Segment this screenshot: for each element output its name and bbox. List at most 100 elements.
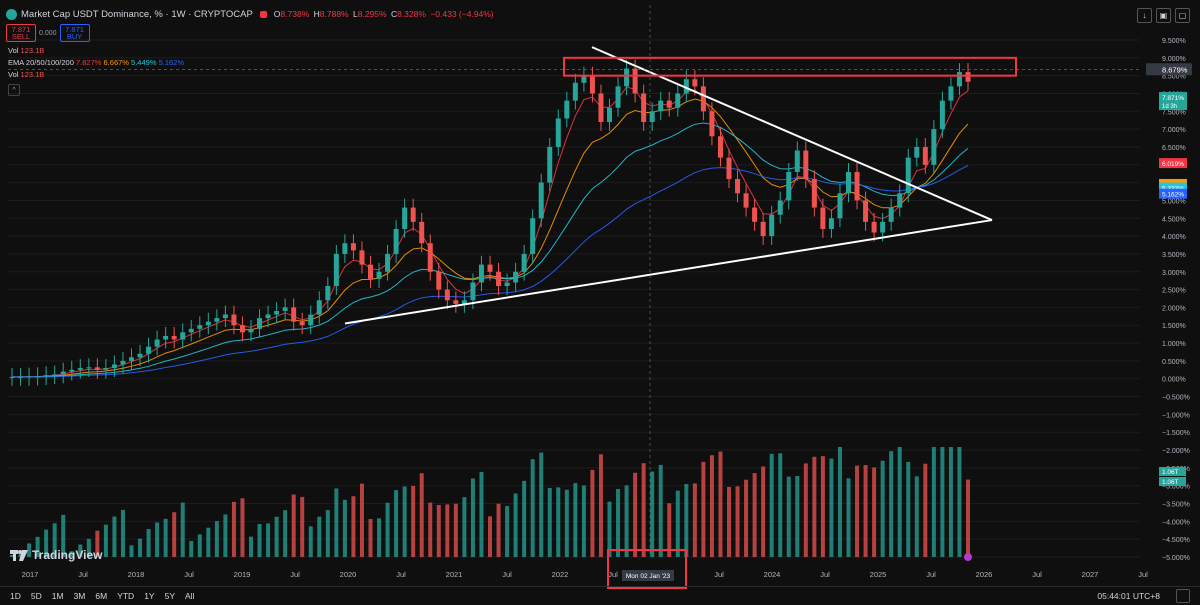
- more-icon[interactable]: ▢: [1175, 8, 1190, 23]
- time-tick: Jul: [608, 570, 618, 579]
- symbol-title[interactable]: Market Cap USDT Dominance, % · 1W · CRYP…: [21, 8, 253, 20]
- range-all[interactable]: All: [185, 591, 195, 601]
- candle: [692, 79, 698, 87]
- range-1y[interactable]: 1Y: [144, 591, 155, 601]
- event-lightning-icon: [964, 553, 972, 561]
- volume-bar: [667, 503, 672, 557]
- candle: [402, 207, 408, 229]
- candle: [555, 118, 561, 147]
- candle: [632, 68, 638, 94]
- crosshair-date-label: Mon 02 Jan '23: [626, 573, 671, 580]
- price-label-bg: [1159, 188, 1187, 199]
- candle: [316, 300, 322, 315]
- utc-clock[interactable]: 05:44:01 UTC+8: [1097, 591, 1160, 601]
- price-label-bg: [1159, 158, 1187, 169]
- price-tick: −4.000%: [1162, 519, 1190, 526]
- price-tick: −3.000%: [1162, 484, 1190, 491]
- legend-volume[interactable]: Vol 123.1B: [8, 46, 45, 55]
- collapse-legend-icon[interactable]: ^: [8, 84, 20, 96]
- candle: [214, 318, 220, 322]
- candle: [948, 86, 954, 101]
- volume-bar: [573, 483, 578, 557]
- volume-bar: [436, 505, 441, 557]
- volume-bar: [581, 485, 586, 557]
- time-tick: Jul: [502, 570, 512, 579]
- volume-label-bg: [1159, 477, 1186, 486]
- candle: [52, 374, 58, 376]
- time-tick: Jul: [396, 570, 406, 579]
- volume-bar: [445, 504, 450, 557]
- candle: [965, 72, 971, 82]
- range-5y[interactable]: 5Y: [164, 591, 175, 601]
- range-3m[interactable]: 3M: [73, 591, 86, 601]
- candle: [146, 346, 152, 354]
- candle: [931, 129, 937, 165]
- volume-bar: [914, 476, 919, 557]
- candle: [624, 68, 630, 87]
- volume-bar: [650, 471, 655, 557]
- volume-bar: [556, 487, 561, 557]
- candle: [905, 157, 911, 194]
- price-tick: 9.000%: [1162, 56, 1186, 63]
- ema-line: [12, 86, 969, 378]
- volume-bar: [957, 447, 962, 557]
- volume-bar: [231, 501, 236, 557]
- candle: [572, 82, 578, 101]
- volume-bar: [658, 464, 663, 557]
- candle: [154, 339, 160, 347]
- candle: [700, 86, 706, 112]
- range-6m[interactable]: 6M: [95, 591, 108, 601]
- candle: [163, 335, 169, 340]
- volume-bar: [359, 483, 364, 557]
- candle: [308, 314, 314, 326]
- time-tick: Jul: [290, 570, 300, 579]
- candle: [265, 314, 271, 319]
- time-tick: 2024: [764, 570, 781, 579]
- volume-bar: [223, 514, 228, 557]
- volume-bar: [428, 502, 433, 557]
- volume-bar: [317, 516, 322, 557]
- range-1d[interactable]: 1D: [10, 591, 21, 601]
- price-tick: 7.000%: [1162, 127, 1186, 134]
- volume-bar: [778, 453, 783, 557]
- candle: [726, 157, 732, 180]
- buy-button[interactable]: 7.871 BUY: [59, 24, 90, 42]
- volume-bars: [10, 447, 970, 557]
- candle: [811, 179, 817, 208]
- time-tick: Jul: [714, 570, 724, 579]
- volume-bar: [411, 485, 416, 557]
- volume-bar: [249, 536, 253, 557]
- candle: [888, 207, 894, 222]
- volume-bar: [692, 483, 697, 557]
- range-5d[interactable]: 5D: [30, 591, 42, 601]
- legend-volume-2[interactable]: Vol 123.1B: [8, 70, 45, 79]
- volume-bar: [718, 451, 723, 557]
- candle: [589, 75, 595, 94]
- volume-bar: [266, 523, 271, 557]
- volume-bar: [923, 463, 928, 557]
- settings-gear-icon[interactable]: [1176, 589, 1190, 603]
- range-ytd[interactable]: YTD: [117, 591, 135, 601]
- price-tick: 2.500%: [1162, 288, 1186, 295]
- candle: [743, 193, 749, 208]
- candle: [9, 376, 15, 378]
- candle: [530, 218, 536, 254]
- volume-label: 1.06T: [1162, 479, 1179, 486]
- sell-button[interactable]: 7.871 SELL: [6, 24, 36, 42]
- screenshot-icon[interactable]: ▣: [1156, 8, 1171, 23]
- candle: [444, 289, 450, 301]
- volume-bar: [453, 503, 458, 557]
- candle: [222, 314, 228, 319]
- candle: [26, 376, 32, 378]
- candle: [709, 111, 715, 137]
- arrow-down-icon[interactable]: ↓: [1137, 8, 1152, 23]
- candle: [521, 253, 527, 272]
- volume-bar: [607, 501, 612, 557]
- candle: [299, 321, 305, 326]
- legend-ema[interactable]: EMA 20/50/100/200 7.827% 6.667% 5.449% 5…: [8, 58, 185, 67]
- range-1m[interactable]: 1M: [51, 591, 64, 601]
- volume-bar: [598, 454, 603, 557]
- crosshair-price-bg: [1146, 63, 1192, 76]
- candle: [615, 86, 621, 108]
